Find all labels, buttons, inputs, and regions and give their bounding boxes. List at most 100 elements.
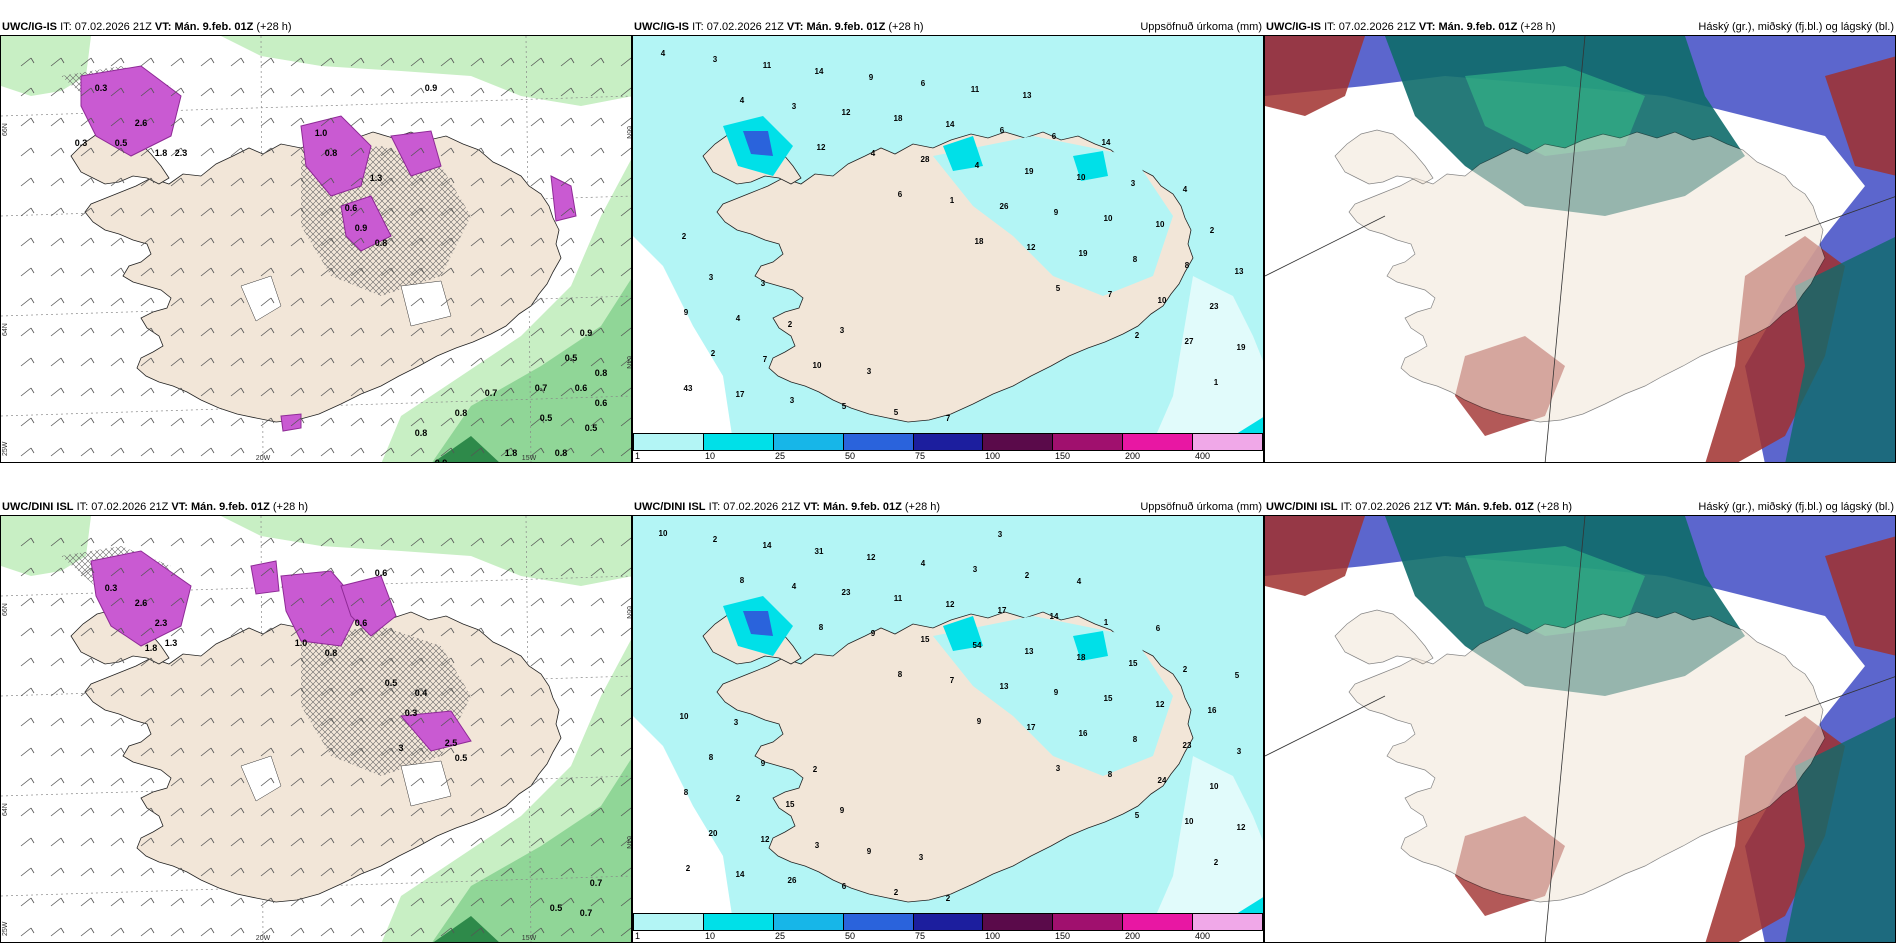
wind-barb	[350, 687, 365, 697]
wind-barb	[290, 447, 305, 457]
wind-barb	[470, 777, 485, 787]
wind-barb	[620, 447, 631, 457]
wind-barb	[410, 387, 425, 397]
value-label: 12	[1156, 700, 1165, 709]
wind-barb	[590, 387, 605, 397]
value-label: 0.8	[415, 428, 428, 438]
wind-barb	[200, 537, 215, 547]
wind-barb	[560, 117, 575, 127]
wind-barb	[620, 627, 631, 637]
value-label: 15	[921, 635, 930, 644]
value-label: 14	[1050, 612, 1059, 621]
wind-barb	[380, 117, 395, 127]
green-area	[221, 516, 631, 586]
wind-barb	[410, 87, 425, 97]
precip-colorbar-top	[633, 433, 1263, 451]
wind-barb	[50, 567, 65, 577]
wind-barb	[80, 297, 95, 307]
colorbar-tick: 100	[985, 451, 1001, 461]
magenta-area	[399, 710, 472, 752]
colorbar-tick: 50	[845, 931, 856, 941]
wind-barb	[560, 357, 575, 367]
wind-barb	[80, 447, 95, 457]
wind-barb	[80, 117, 95, 127]
wind-barb	[410, 897, 425, 907]
wind-barb	[110, 837, 125, 847]
wind-barb	[20, 57, 35, 67]
wind-barb	[440, 57, 455, 67]
wind-barb	[110, 807, 125, 817]
map-panel-wind-dini: 0.6 0.3 2.6 2.3 1.8 1.3 1.0 0.8 0.6 0.5 0.4 0.3 2.5 0…	[0, 515, 632, 943]
value-label: 3	[713, 55, 718, 64]
value-label: 2	[894, 888, 899, 897]
wind-barb	[620, 357, 631, 367]
wind-barb	[410, 537, 425, 547]
wind-barb	[170, 87, 185, 97]
value-label: 0.5	[550, 903, 563, 913]
value-label: 4	[871, 149, 876, 158]
value-label: 2.3	[155, 618, 168, 628]
wind-barb	[470, 537, 485, 547]
wind-barb	[260, 627, 275, 637]
value-label: 0.9	[425, 83, 438, 93]
wind-barb	[140, 297, 155, 307]
value-label: 3	[709, 273, 714, 282]
panel-title-tl: UWC/IG-IS IT: 07.02.2026 21Z VT: Mán. 9.…	[2, 21, 292, 33]
value-label: 0.4	[415, 688, 428, 698]
panel-title-br: UWC/DINI ISL IT: 07.02.2026 21Z VT: Mán.…	[1266, 501, 1573, 513]
wind-barb	[320, 387, 335, 397]
panel-title-tm: UWC/IG-IS IT: 07.02.2026 21Z VT: Mán. 9.…	[634, 21, 924, 33]
wind-barb	[80, 897, 95, 907]
wind-barb	[20, 807, 35, 817]
wind-barb	[410, 327, 425, 337]
wind-barb	[350, 777, 365, 787]
wind-barb	[500, 417, 515, 427]
wind-barb	[110, 207, 125, 217]
wind-barb	[560, 237, 575, 247]
high-cloud-edge	[1465, 546, 1645, 636]
value-label: 12	[842, 108, 851, 117]
value-label: 10	[1104, 214, 1113, 223]
wind-barb	[110, 597, 125, 607]
wind-barb	[290, 237, 305, 247]
value-label: 0.7	[535, 383, 548, 393]
value-label: 4	[975, 161, 980, 170]
value-label: 5	[1135, 811, 1140, 820]
wind-barb	[200, 417, 215, 427]
value-label: 3	[867, 367, 872, 376]
wind-barb	[20, 207, 35, 217]
value-label: 9	[684, 308, 689, 317]
wind-barb	[20, 447, 35, 457]
value-label: 3	[734, 718, 739, 727]
wind-barb	[410, 567, 425, 577]
value-label: 0.9	[435, 458, 448, 463]
wind-barb	[260, 117, 275, 127]
panel-subtitle-tr: Háský (gr.), miðský (fj.bl.) og lágský (…	[1698, 21, 1894, 33]
wind-barb	[230, 837, 245, 847]
wind-barb	[260, 207, 275, 217]
wind-barb	[290, 867, 305, 877]
wind-barb	[380, 717, 395, 727]
wind-barb	[50, 417, 65, 427]
value-label: 9	[761, 759, 766, 768]
value-label: 13	[1023, 91, 1032, 100]
precip-area-land	[933, 616, 1173, 776]
wind-barb	[260, 657, 275, 667]
wind-barb	[200, 207, 215, 217]
wind-barb	[50, 297, 65, 307]
wind-barb	[560, 387, 575, 397]
wind-barb	[320, 777, 335, 787]
axis-label: 64N	[625, 836, 632, 849]
colorbar-segment	[843, 434, 914, 450]
wind-barb	[230, 147, 245, 157]
wind-barb	[380, 267, 395, 277]
wind-barb	[20, 897, 35, 907]
wind-barb	[620, 387, 631, 397]
value-label: 9	[840, 806, 845, 815]
wind-barb	[50, 717, 65, 727]
value-label: 7	[763, 355, 768, 364]
green-area-mid	[432, 759, 631, 942]
value-label: 12	[867, 553, 876, 562]
value-label: 23	[842, 588, 851, 597]
colorbar-segment	[1193, 434, 1263, 450]
